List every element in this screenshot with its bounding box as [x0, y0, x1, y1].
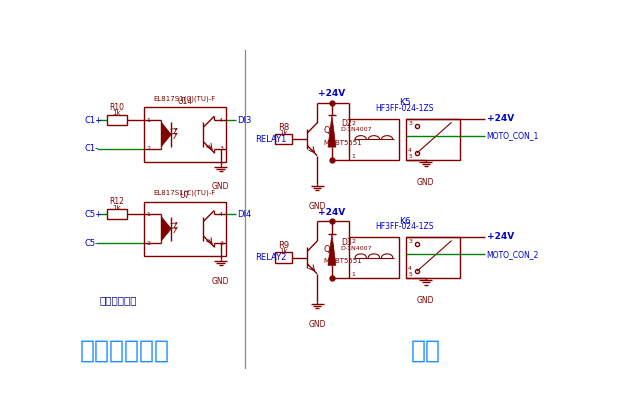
Text: GND: GND: [417, 296, 434, 305]
Text: 1k: 1k: [112, 205, 121, 210]
Bar: [349, 119, 399, 160]
Text: 3: 3: [408, 239, 412, 244]
Text: HF3FF-024-1ZS: HF3FF-024-1ZS: [376, 104, 434, 113]
Text: +24V: +24V: [487, 114, 514, 123]
Text: RELAY1: RELAY1: [255, 135, 286, 144]
Bar: [275, 252, 292, 263]
Text: 4: 4: [408, 266, 412, 271]
Text: +24V: +24V: [318, 208, 346, 217]
Polygon shape: [328, 115, 336, 147]
Text: 4: 4: [219, 117, 223, 122]
Text: U7: U7: [180, 191, 190, 200]
Text: 1k: 1k: [279, 130, 288, 136]
Text: 4: 4: [219, 212, 223, 217]
Text: K5: K5: [399, 98, 411, 107]
Text: Q1: Q1: [323, 127, 335, 135]
Text: 1: 1: [147, 212, 151, 217]
Text: R10: R10: [109, 103, 124, 112]
Text: MOTO_CON_2: MOTO_CON_2: [487, 250, 539, 259]
Text: C5-: C5-: [85, 239, 99, 248]
Text: 2: 2: [147, 146, 151, 151]
Text: D3: D3: [341, 238, 352, 247]
Bar: [406, 237, 461, 278]
Text: GND: GND: [308, 202, 326, 210]
Text: GND: GND: [212, 277, 230, 286]
Text: K6: K6: [399, 217, 411, 226]
Text: GND: GND: [308, 320, 326, 329]
Text: D-1N4007: D-1N4007: [341, 246, 373, 251]
Text: EL817S1(C)(TU)-F: EL817S1(C)(TU)-F: [154, 95, 216, 102]
Text: 1k: 1k: [279, 248, 288, 254]
Polygon shape: [161, 122, 171, 146]
Text: DI4: DI4: [237, 210, 251, 219]
Bar: [406, 119, 461, 160]
Text: GND: GND: [212, 183, 230, 191]
Text: GND: GND: [417, 178, 434, 187]
Bar: [107, 115, 127, 125]
Bar: [144, 202, 226, 256]
Text: DI3: DI3: [237, 116, 251, 124]
Text: 2: 2: [351, 239, 355, 244]
Text: 1: 1: [147, 117, 151, 122]
Text: +24V: +24V: [487, 232, 514, 241]
Text: MMBT5551: MMBT5551: [323, 140, 362, 146]
Text: EL817S1(C)(TU)-F: EL817S1(C)(TU)-F: [154, 189, 216, 196]
Polygon shape: [161, 217, 171, 241]
Text: 2: 2: [351, 121, 355, 126]
Polygon shape: [328, 234, 336, 265]
Bar: [144, 107, 226, 161]
Bar: [275, 134, 292, 144]
Text: R9: R9: [278, 241, 289, 250]
Text: C5+: C5+: [85, 210, 103, 219]
Text: 1: 1: [351, 272, 355, 277]
Text: U14: U14: [177, 97, 193, 106]
Text: 3: 3: [408, 121, 412, 126]
Text: MMBT5551: MMBT5551: [323, 259, 362, 264]
Text: R12: R12: [109, 197, 124, 206]
Text: 3: 3: [219, 146, 223, 151]
Bar: [107, 209, 127, 220]
Text: 2: 2: [147, 241, 151, 246]
Text: 升降: 升降: [411, 339, 441, 363]
Text: +24V: +24V: [318, 89, 346, 98]
Text: R8: R8: [278, 122, 290, 132]
Text: 1: 1: [351, 154, 355, 159]
Text: HF3FF-024-1ZS: HF3FF-024-1ZS: [376, 222, 434, 231]
Text: 升降信号输入: 升降信号输入: [80, 339, 170, 363]
Text: D-1N4007: D-1N4007: [341, 127, 373, 132]
Text: C1-: C1-: [85, 144, 99, 154]
Text: 1k: 1k: [112, 110, 121, 116]
Text: RELAY2: RELAY2: [255, 253, 286, 262]
Text: 3: 3: [219, 241, 223, 246]
Text: 5: 5: [408, 154, 412, 159]
Text: Q2: Q2: [323, 245, 335, 254]
Bar: [349, 237, 399, 278]
Text: 5: 5: [408, 272, 412, 277]
Text: MOTO_CON_1: MOTO_CON_1: [487, 132, 539, 141]
Text: D2: D2: [341, 120, 352, 129]
Text: 备用输入信号: 备用输入信号: [100, 295, 137, 305]
Text: 4: 4: [408, 148, 412, 153]
Text: C1+: C1+: [85, 116, 103, 124]
